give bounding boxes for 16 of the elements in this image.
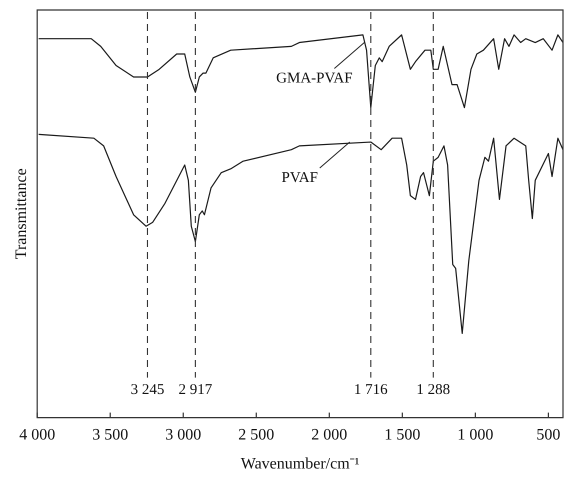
x-tick-label: 1 000 [457,426,494,444]
annotation: GMA-PVAF [276,70,353,86]
ref-line-label: 3 245 [130,382,164,398]
x-tick-label: 2 500 [238,426,274,444]
ref-line-label: 2 917 [178,382,213,398]
x-tick-label: 3 500 [92,426,128,444]
x-tick-label: 4 000 [19,426,56,444]
y-axis-title: Transmittance [12,168,30,260]
x-tick-label: 2 000 [311,426,348,444]
x-tick-label: 1 500 [384,426,420,444]
x-tick-label: 500 [536,426,560,444]
x-axis-title: Wavenumber/cm⁻¹ [240,456,360,473]
ref-line-label: 1 716 [354,382,388,398]
annotation: PVAF [282,170,318,186]
x-tick-label: 3 000 [165,426,202,444]
ref-line-label: 1 288 [416,382,450,398]
